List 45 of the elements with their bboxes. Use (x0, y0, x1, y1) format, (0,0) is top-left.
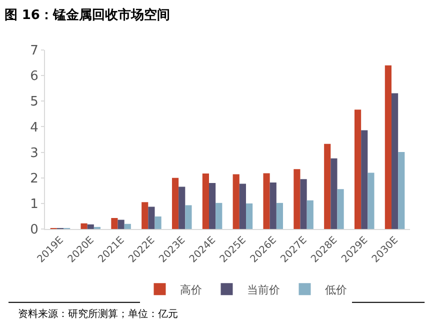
bar (80, 223, 88, 229)
bar (330, 158, 338, 229)
bar (148, 206, 155, 229)
bar (392, 93, 398, 229)
legend-label: 当前价 (246, 283, 280, 296)
text: 资料来源：研究所测算；单位：亿元 (18, 308, 178, 320)
bar (337, 189, 344, 229)
legend-label: 低价 (324, 283, 347, 296)
bar (306, 200, 314, 229)
bar (398, 152, 405, 229)
y-tick-label: 2 (30, 171, 38, 186)
bar (209, 182, 216, 229)
bar (178, 186, 186, 229)
chart-title: 图 16：锰金属回收市场空间 (4, 6, 170, 23)
y-tick-label: 1 (30, 196, 38, 212)
bar (87, 224, 94, 229)
bar (232, 174, 240, 229)
bar (118, 220, 124, 229)
bar (300, 179, 307, 229)
bar (111, 218, 118, 229)
bar (276, 202, 284, 229)
bar (154, 216, 162, 229)
bar (384, 65, 392, 229)
bar (142, 202, 148, 229)
bar (216, 202, 222, 229)
bar (361, 130, 368, 229)
bar (246, 203, 253, 229)
bar (172, 178, 179, 229)
bar (124, 224, 131, 229)
bar (185, 205, 192, 229)
bar (239, 184, 246, 229)
bar (270, 182, 276, 229)
y-tick-label: 7 (30, 44, 38, 59)
bar (324, 144, 331, 229)
bar (202, 174, 209, 229)
bar (354, 110, 362, 229)
y-tick-label: 0 (30, 222, 38, 238)
y-tick-label: 3 (30, 146, 38, 161)
bar (368, 172, 374, 229)
bar (263, 173, 270, 229)
y-tick-label: 4 (30, 120, 38, 136)
y-tick-label: 5 (30, 94, 38, 110)
bar (294, 169, 300, 229)
legend-label: 高价 (180, 283, 202, 296)
y-tick-label: 6 (30, 69, 38, 84)
